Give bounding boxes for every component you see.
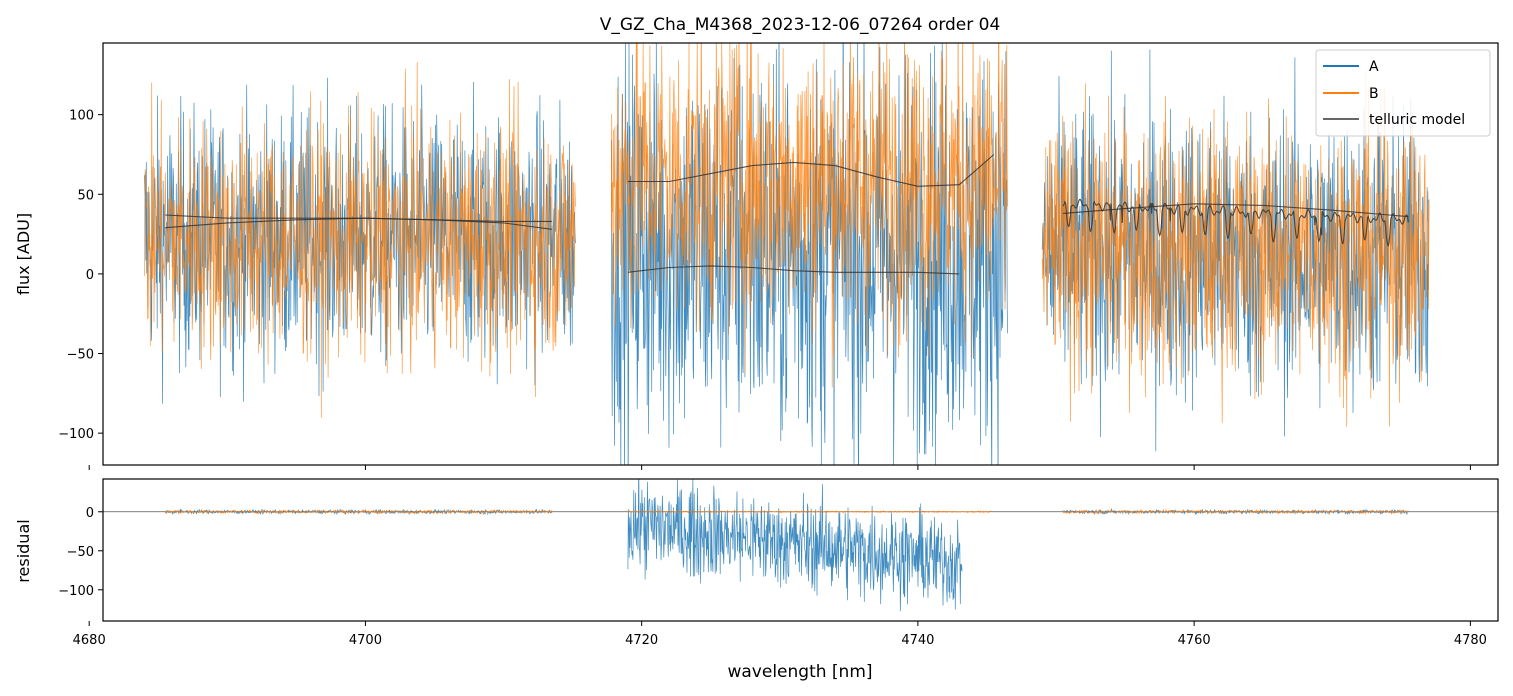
telluric-model-seg1-lower xyxy=(165,217,552,230)
bottom-y-ticks: −100 −50 0 xyxy=(58,506,103,599)
bottom-x-ticks: 4680 4700 4720 4740 4760 4780 xyxy=(73,621,1487,648)
top-x-ticks xyxy=(88,465,1471,470)
bottom-ytick-label: −100 xyxy=(58,584,94,599)
flux-B-segment-3 xyxy=(1041,69,1430,427)
top-ytick-label: 0 xyxy=(86,268,94,283)
legend-label-B: B xyxy=(1369,86,1379,102)
telluric-model-seg2-lower xyxy=(627,265,960,275)
top-axes-frame xyxy=(102,42,1499,466)
residual-B-segment-2 xyxy=(627,509,963,514)
telluric-model-seg2-upper xyxy=(627,154,995,187)
bottom-xtick-label: 4740 xyxy=(901,633,934,648)
residual-B-segment-3 xyxy=(962,509,992,514)
flux-B-segment-2 xyxy=(610,43,1009,388)
bottom-xtick-label: 4680 xyxy=(73,633,106,648)
bottom-xtick-label: 4700 xyxy=(349,633,382,648)
bottom-xtick-label: 4720 xyxy=(625,633,658,648)
top-ytick-label: −50 xyxy=(67,348,94,363)
residual-series-B xyxy=(165,508,1409,515)
bottom-axes-frame xyxy=(102,478,1499,622)
x-axis-label: wavelength [nm] xyxy=(727,662,872,682)
flux-B-segment-1 xyxy=(144,61,576,418)
top-ytick-label: 50 xyxy=(77,188,94,203)
top-y-axis-label: flux [ADU] xyxy=(14,213,33,295)
residual-B-segment-1 xyxy=(165,508,553,515)
chart-title: V_GZ_Cha_M4368_2023-12-06_07264 order 04 xyxy=(600,15,1001,35)
series-B-flux xyxy=(144,43,1430,427)
legend-label-telluric: telluric model xyxy=(1369,112,1465,128)
top-ytick-label: −100 xyxy=(58,427,94,442)
flux-A-segment-2 xyxy=(610,43,1009,465)
residual-B-segment-4 xyxy=(1062,508,1409,515)
bottom-y-axis-label: residual xyxy=(14,519,33,582)
residual-A-segment-2 xyxy=(627,479,963,612)
bottom-ytick-label: 0 xyxy=(86,506,94,521)
legend-box xyxy=(1315,49,1491,137)
bottom-xtick-label: 4780 xyxy=(1454,633,1487,648)
top-y-ticks: −100 −50 0 50 100 xyxy=(58,109,103,442)
legend-label-A: A xyxy=(1369,59,1379,75)
legend: A B telluric model xyxy=(1315,49,1491,137)
telluric-model-lines xyxy=(165,154,1409,275)
bottom-ytick-label: −50 xyxy=(67,545,94,560)
telluric-model-seg3-smooth xyxy=(1062,203,1409,218)
residual-series-A xyxy=(164,479,1409,612)
telluric-model-seg3-lines xyxy=(1062,198,1409,247)
top-ytick-label: 100 xyxy=(69,109,94,124)
bottom-xtick-label: 4760 xyxy=(1178,633,1211,648)
